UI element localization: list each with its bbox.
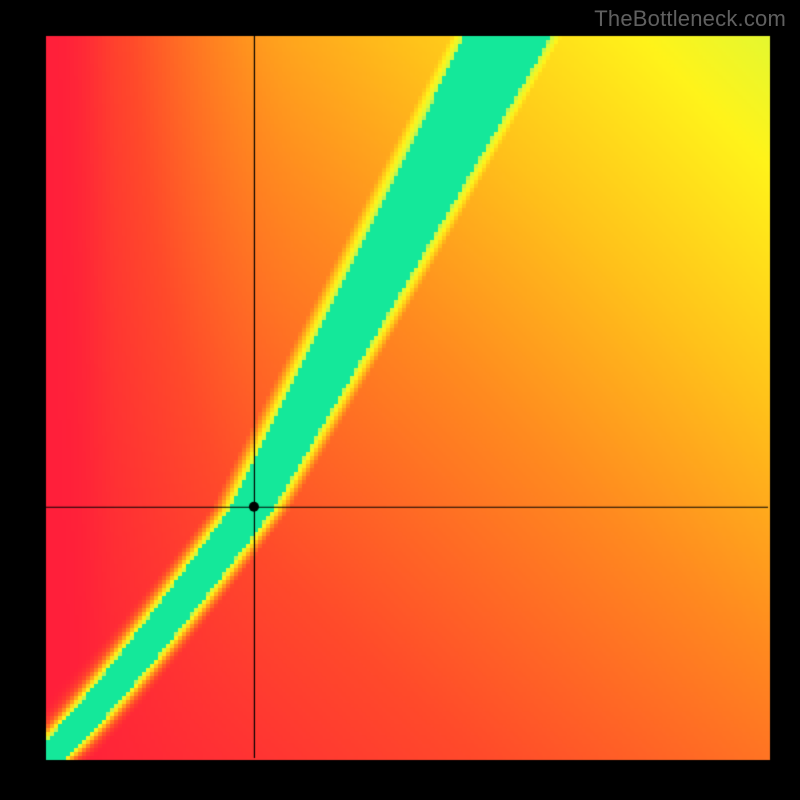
watermark-label: TheBottleneck.com	[594, 6, 786, 32]
heatmap-canvas	[0, 0, 800, 800]
chart-container: TheBottleneck.com	[0, 0, 800, 800]
